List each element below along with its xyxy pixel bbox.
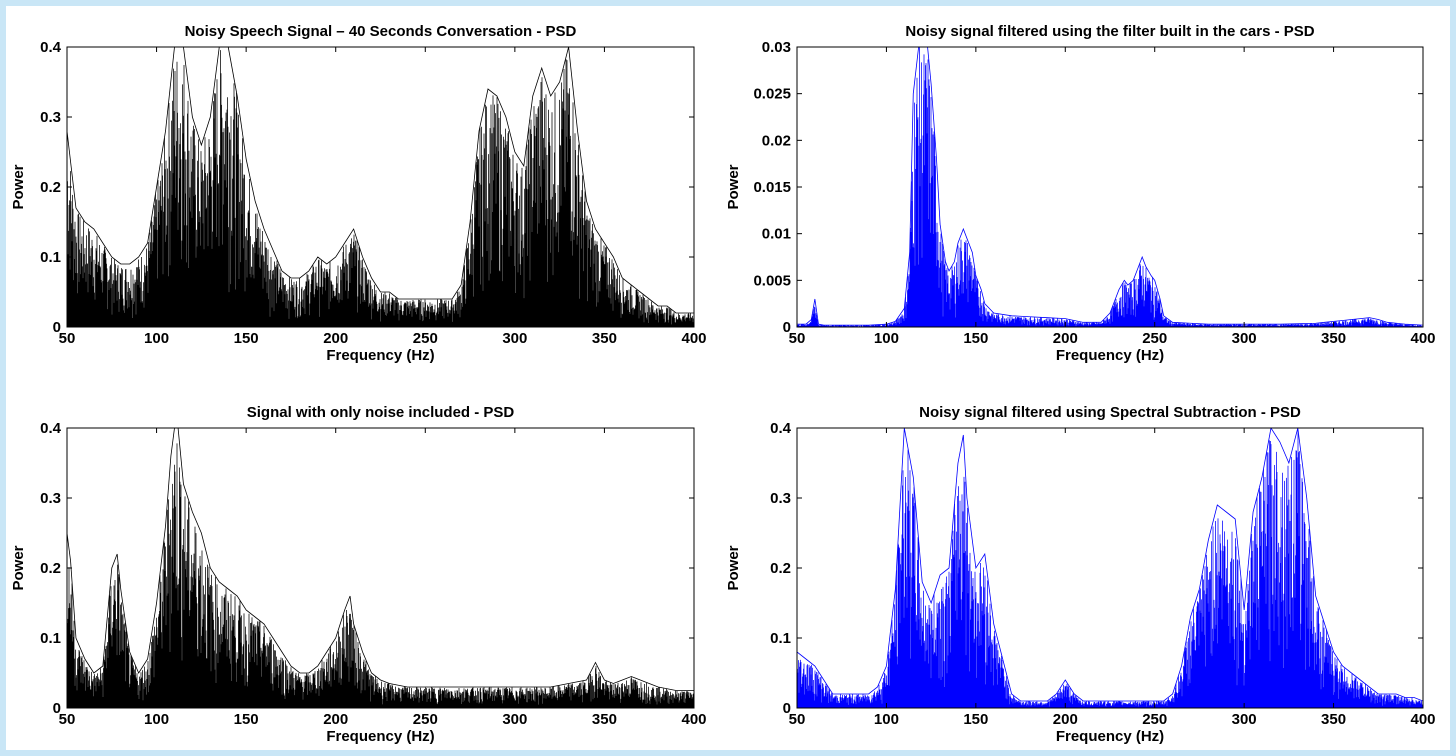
x-tick-label: 250: [1142, 711, 1167, 728]
psd-trace: [797, 47, 1423, 327]
x-tick-label: 100: [144, 330, 169, 347]
y-axis-label: Power: [10, 164, 27, 209]
panel-title: Noisy signal filtered using the filter b…: [905, 23, 1314, 40]
psd-envelope: [797, 47, 1423, 326]
x-tick-label: 200: [1053, 330, 1078, 347]
x-axis-label: Frequency (Hz): [326, 347, 434, 364]
x-tick-label: 200: [323, 330, 348, 347]
x-tick-label: 350: [1321, 330, 1346, 347]
y-axis-label: Power: [725, 164, 742, 209]
psd-panel-4: 50 100 150 200 250 300 350 400 0 0.1 0.2 0.3 0.4 Nois…: [725, 404, 1436, 745]
x-tick-label: 150: [963, 711, 988, 728]
x-axis-label: Frequency (Hz): [1056, 347, 1164, 364]
x-tick-label: 400: [681, 330, 706, 347]
x-tick-label: 300: [1232, 711, 1257, 728]
x-tick-label: 350: [592, 330, 617, 347]
x-tick-label: 350: [592, 711, 617, 728]
y-tick-label: 0.01: [762, 226, 791, 243]
psd-trace: [797, 429, 1423, 708]
y-tick-label: 0.1: [40, 630, 61, 647]
x-axis-label: Frequency (Hz): [326, 728, 434, 745]
x-tick-label: 400: [1410, 711, 1435, 728]
y-tick-label: 0.1: [40, 249, 61, 266]
psd-envelope: [67, 428, 694, 691]
y-tick-label: 0.3: [770, 490, 791, 507]
y-tick-label: 0: [783, 319, 791, 336]
x-tick-label: 400: [681, 711, 706, 728]
y-tick-label: 0.3: [40, 490, 61, 507]
plot-frame: [796, 46, 1424, 328]
psd-series-1: [67, 47, 694, 327]
psd-series-1: [67, 428, 694, 708]
y-tick-label: 0.3: [40, 109, 61, 126]
y-tick-label: 0: [53, 319, 61, 336]
panel-title: Noisy Speech Signal – 40 Seconds Convers…: [185, 23, 577, 40]
x-tick-label: 300: [1232, 330, 1257, 347]
panel-title: Noisy signal filtered using Spectral Sub…: [919, 404, 1301, 421]
figure: 50 100 150 200 250 300 350 400 0 0.1 0.2 0.3 0.4 Nois…: [6, 6, 1450, 750]
y-tick-label: 0: [53, 700, 61, 717]
y-axis-label: Power: [725, 545, 742, 590]
y-tick-label: 0.4: [40, 420, 62, 437]
x-tick-label: 100: [144, 711, 169, 728]
figure-svg: 50 100 150 200 250 300 350 400 0 0.1 0.2 0.3 0.4 Nois…: [10, 23, 1436, 745]
y-tick-label: 0.2: [40, 560, 61, 577]
y-axis-label: Power: [10, 545, 27, 590]
x-tick-label: 50: [59, 330, 76, 347]
y-tick-label: 0.005: [753, 272, 791, 289]
y-tick-label: 0.015: [753, 179, 791, 196]
panel-title: Signal with only noise included - PSD: [247, 404, 515, 421]
x-tick-label: 250: [1142, 330, 1167, 347]
x-tick-label: 100: [874, 711, 899, 728]
x-tick-label: 250: [413, 330, 438, 347]
psd-trace: [67, 443, 694, 708]
psd-series-1: [797, 47, 1423, 327]
y-tick-label: 0.1: [770, 630, 791, 647]
x-tick-label: 300: [502, 330, 527, 347]
psd-envelope: [67, 47, 694, 314]
x-tick-label: 100: [874, 330, 899, 347]
y-tick-label: 0.2: [40, 179, 61, 196]
x-tick-label: 150: [234, 711, 259, 728]
psd-trace: [67, 50, 694, 327]
y-tick-label: 0: [783, 700, 791, 717]
x-tick-label: 50: [789, 330, 806, 347]
x-tick-label: 50: [789, 711, 806, 728]
y-tick-label: 0.03: [762, 39, 791, 56]
psd-panel-2: 50 100 150 200 250 300 350 400 0 0.005 0.01 0.015 0.…: [725, 23, 1436, 364]
x-tick-label: 200: [1053, 711, 1078, 728]
x-tick-label: 150: [234, 330, 259, 347]
x-tick-label: 300: [502, 711, 527, 728]
y-tick-label: 0.2: [770, 560, 791, 577]
x-axis-label: Frequency (Hz): [1056, 728, 1164, 745]
y-tick-label: 0.025: [753, 86, 791, 103]
x-tick-label: 400: [1410, 330, 1435, 347]
psd-envelope: [797, 428, 1423, 702]
y-tick-label: 0.02: [762, 132, 791, 149]
psd-panel-1: 50 100 150 200 250 300 350 400 0 0.1 0.2 0.3 0.4 Nois…: [10, 23, 707, 364]
x-tick-label: 350: [1321, 711, 1346, 728]
x-tick-label: 50: [59, 711, 76, 728]
x-tick-label: 200: [323, 711, 348, 728]
psd-panel-3: 50 100 150 200 250 300 350 400 0 0.1 0.2 0.3 0.4 Sign…: [10, 404, 707, 745]
x-tick-label: 150: [963, 330, 988, 347]
y-tick-label: 0.4: [40, 39, 62, 56]
psd-series-1: [797, 428, 1423, 708]
y-tick-label: 0.4: [770, 420, 792, 437]
x-tick-label: 250: [413, 711, 438, 728]
